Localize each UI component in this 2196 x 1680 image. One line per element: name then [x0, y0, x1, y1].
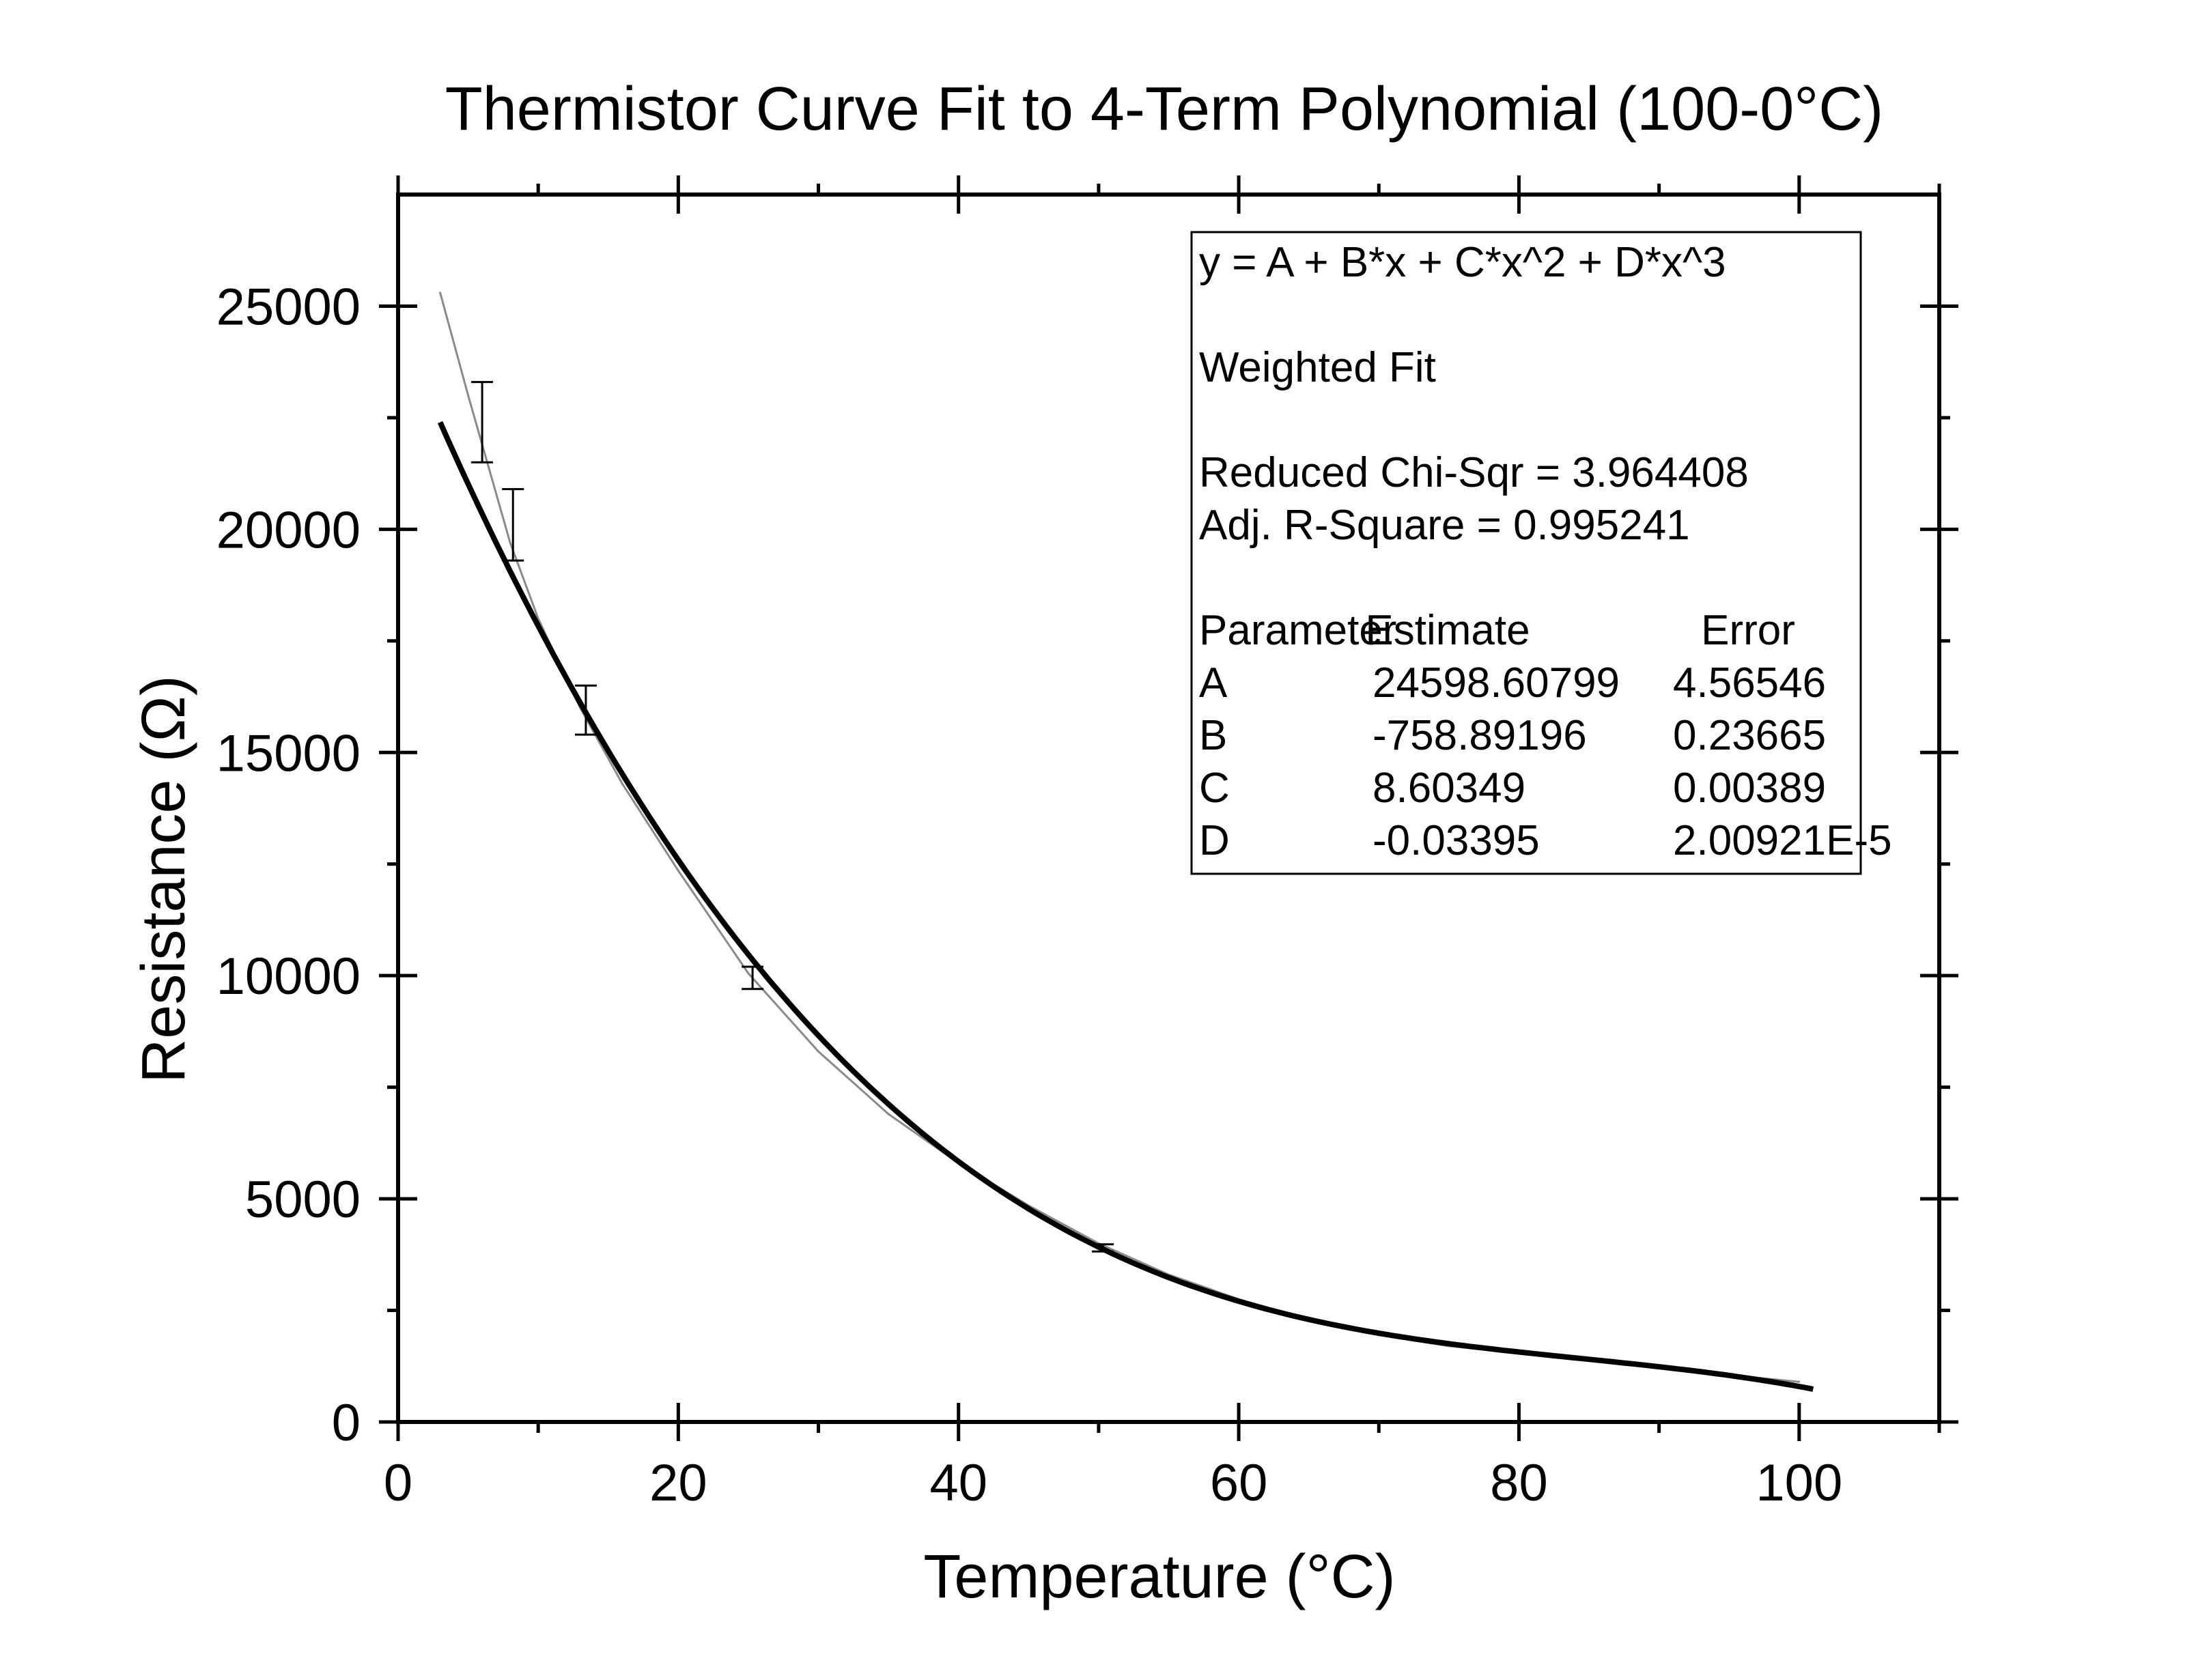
- measured-point: [621, 782, 623, 785]
- fit-result-line: Weighted Fit: [1199, 344, 1436, 391]
- fit-table-header-cell: Estimate: [1365, 607, 1530, 654]
- fit-table-row: A 24598.60799 4.56546: [1199, 659, 1826, 707]
- fit-table-cell: C: [1199, 765, 1230, 812]
- fit-table-header-cell: Error: [1701, 607, 1795, 654]
- fit-table-row: D -0.03395 2.00921E-5: [1199, 817, 1892, 864]
- x-tick-label: 40: [929, 1454, 987, 1512]
- fit-result-line: Reduced Chi-Sqr = 3.964408: [1199, 449, 1749, 496]
- fit-table-cell: 8.60349: [1372, 765, 1525, 812]
- fit-table-cell: 2.00921E-5: [1673, 817, 1892, 864]
- fit-table-cell: B: [1199, 712, 1227, 759]
- y-tick-label: 5000: [245, 1171, 361, 1229]
- axis-ticks: [379, 175, 1958, 1441]
- fit-result-line: y = A + B*x + C*x^2 + D*x^3: [1199, 239, 1726, 286]
- measured-point: [677, 870, 679, 872]
- fit-table-cell: -758.89196: [1372, 712, 1587, 759]
- y-tick-label: 25000: [216, 278, 361, 336]
- fit-results-lines: y = A + B*x + C*x^2 + D*x^3 Weighted Fit R…: [1199, 239, 1749, 549]
- fit-table-row: B -758.89196 0.23665: [1199, 712, 1826, 759]
- x-tick-labels: 0 20 40 60 80 100: [384, 1454, 1842, 1512]
- error-bar: [471, 381, 494, 464]
- x-tick-label: 80: [1490, 1454, 1548, 1512]
- y-tick-labels: 0 5000 10000 15000 20000 25000: [216, 278, 361, 1452]
- fit-table-cell: 24598.60799: [1372, 659, 1620, 707]
- chart-title: Thermistor Curve Fit to 4-Term Polynomia…: [445, 75, 1884, 143]
- series-layer: [437, 291, 1814, 1392]
- fit-table-row: C 8.60349 0.00389: [1199, 765, 1826, 812]
- y-tick-label: 10000: [216, 948, 361, 1006]
- fit-results-box: y = A + B*x + C*x^2 + D*x^3 Weighted Fit R…: [1190, 231, 1892, 875]
- y-tick-label: 20000: [216, 501, 361, 559]
- fit-table-cell: 0.00389: [1673, 765, 1826, 812]
- x-tick-label: 0: [384, 1454, 412, 1512]
- fit-table-cell: 0.23665: [1673, 712, 1826, 759]
- measured-point: [467, 394, 470, 397]
- measured-point: [1798, 1380, 1801, 1383]
- fit-table-header-cell: Parameter: [1199, 607, 1396, 654]
- fit-result-line: Adj. R-Square = 0.995241: [1199, 502, 1690, 549]
- fit-table-cell: D: [1199, 817, 1230, 864]
- fit-table-cell: A: [1199, 659, 1228, 707]
- x-tick-label: 60: [1210, 1454, 1268, 1512]
- fit-table-cell: -0.03395: [1372, 817, 1540, 864]
- x-tick-label: 20: [649, 1454, 707, 1512]
- fit-results-frame: [1190, 231, 1862, 875]
- measured-point: [747, 972, 750, 975]
- fit-table-cell: 4.56546: [1673, 659, 1826, 707]
- y-axis-title: Resistance (Ω): [130, 675, 198, 1083]
- measured-point: [817, 1050, 820, 1053]
- measured-point: [439, 291, 442, 294]
- y-tick-label: 15000: [216, 724, 361, 782]
- x-tick-label: 100: [1756, 1454, 1842, 1512]
- measured-point: [509, 541, 511, 544]
- measured-point: [887, 1113, 890, 1115]
- fit-curve: [437, 421, 1814, 1392]
- plot-frame: [396, 193, 1941, 1424]
- x-axis-title: Temperature (°C): [923, 1543, 1395, 1611]
- y-tick-label: 0: [332, 1394, 361, 1452]
